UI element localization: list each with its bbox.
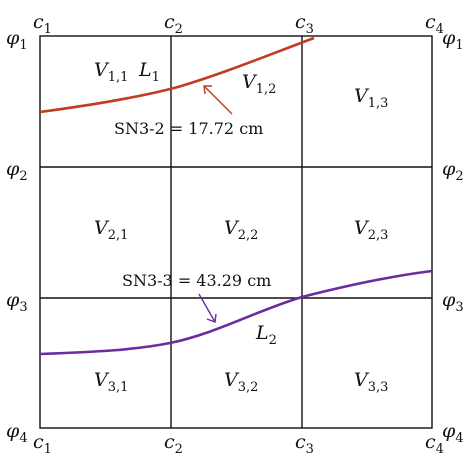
row-label-phi3-left: φ3 [6,289,28,315]
arrow-shaft-sn3-3 [198,293,216,323]
col-label-c1-top: c1 [33,11,52,37]
col-label-c3-top: c3 [295,11,314,37]
curve-l1 [39,36,315,114]
cell-label-v11: V1,1 [94,59,128,85]
cell-label-v32: V3,2 [224,369,258,395]
annotation-arrow-sn3-2 [203,85,233,115]
cell-label-v33: V3,3 [354,369,388,395]
cell-label-v12: V1,2 [242,71,276,97]
row-labels-right: φ1 φ2 φ3 φ4 [442,27,464,446]
col-label-c1-bottom: c1 [33,431,52,457]
curve-l1-label: L1 [138,59,160,85]
cell-label-v22: V2,2 [224,217,258,243]
cell-label-v23: V2,3 [354,217,388,243]
row-label-phi3-right: φ3 [442,289,464,315]
row-labels-left: φ1 φ2 φ3 φ4 [6,27,28,446]
col-label-c2-bottom: c2 [164,431,183,457]
row-label-phi1-right: φ1 [442,27,464,53]
col-label-c2-top: c2 [164,11,183,37]
row-label-phi4-right: φ4 [442,420,464,446]
cell-label-v31: V3,1 [94,369,128,395]
column-labels-top: c1 c2 c3 c4 [33,11,444,37]
curve-l2 [39,269,433,356]
col-label-c4-bottom: c4 [425,431,444,457]
cell-labels: V1,1 V1,2 V1,3 V2,1 V2,2 V2,3 V3,1 V3,2 … [94,59,388,395]
col-label-c3-bottom: c3 [295,431,314,457]
grid-border [39,35,433,429]
cell-label-v21: V2,1 [94,217,128,243]
row-label-phi2-right: φ2 [442,158,464,184]
annotation-sn3-3: SN3-3 = 43.29 cm [122,271,271,290]
cell-label-v13: V1,3 [354,85,388,111]
row-label-phi1-left: φ1 [6,27,28,53]
col-label-c4-top: c4 [425,11,444,37]
annotation-arrow-sn3-3 [198,293,217,323]
column-labels-bottom: c1 c2 c3 c4 [33,431,444,457]
arrow-shaft-sn3-2 [203,85,233,115]
grid-lines [39,35,433,429]
annotation-sn3-2: SN3-2 = 17.72 cm [114,119,263,138]
row-label-phi4-left: φ4 [6,420,28,446]
curve-l2-label: L2 [255,322,277,348]
row-label-phi2-left: φ2 [6,158,28,184]
arrow-head-sn3-3 [206,313,217,323]
arrow-head-sn3-2 [203,85,212,95]
